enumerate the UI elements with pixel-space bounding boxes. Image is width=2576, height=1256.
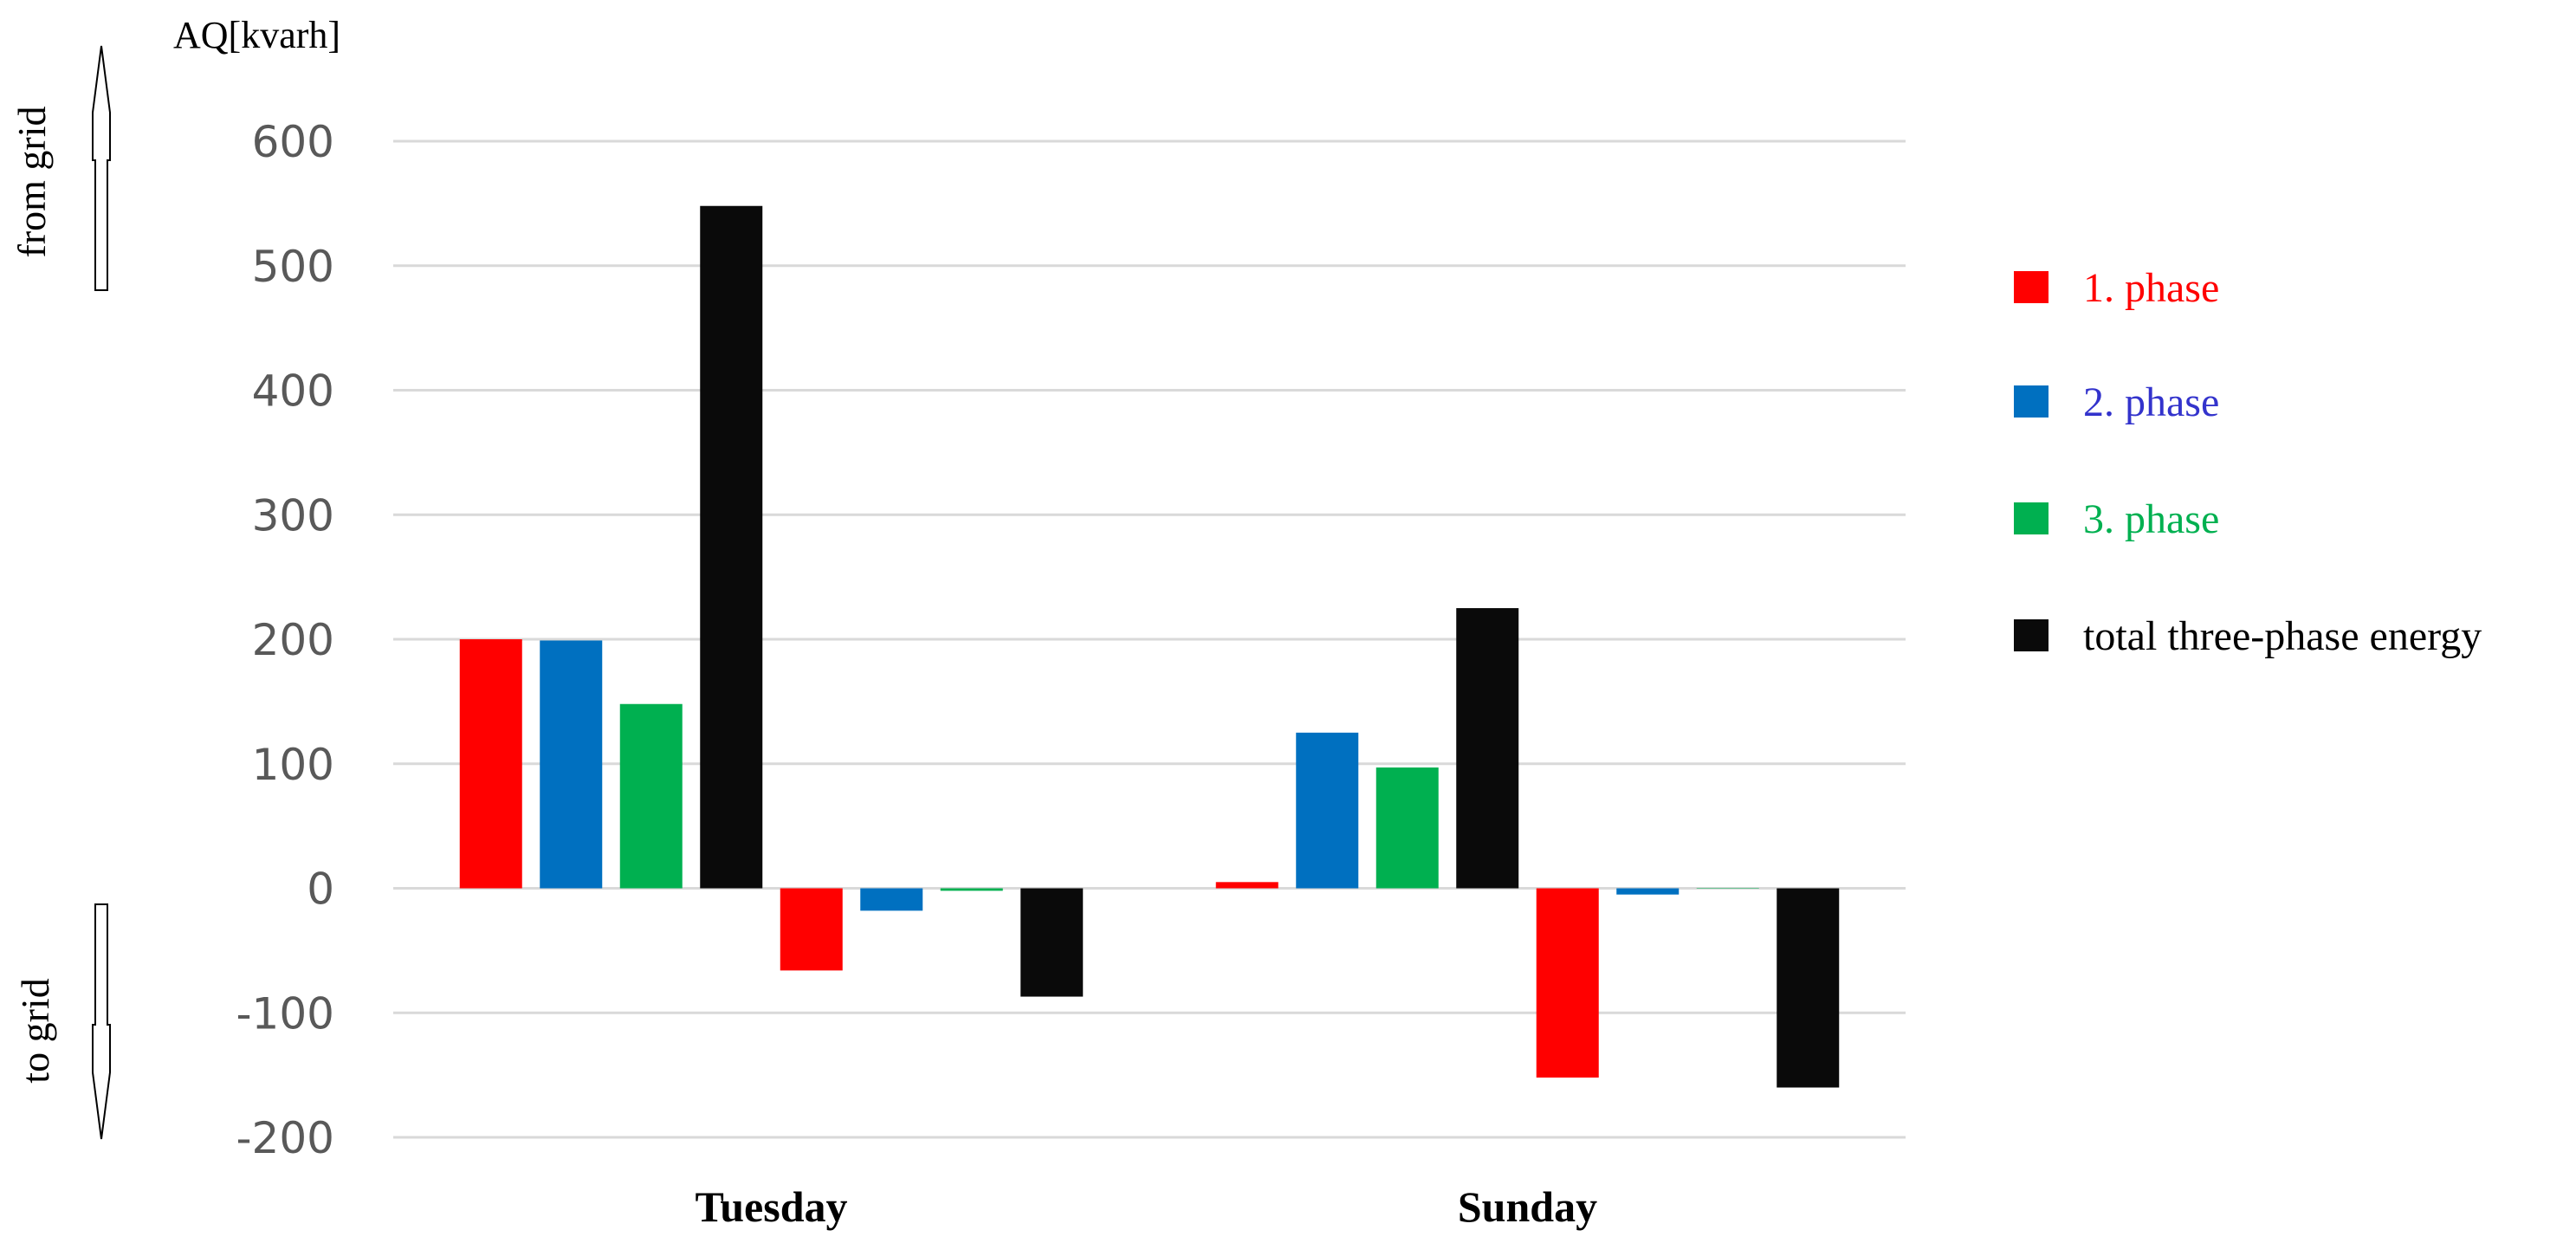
from-grid-label: from grid [10,106,54,257]
y-axis-label: AQ[kvarh] [173,14,340,56]
y-tick-label: -200 [236,1113,334,1163]
y-tick-label: -100 [236,988,334,1039]
legend-swatch [2014,271,2049,303]
bars [459,205,1840,1088]
y-tick-label: 500 [252,242,334,292]
legend-swatch [2014,502,2049,534]
y-tick-label: 300 [252,490,334,541]
y-tick-label: 100 [252,740,334,790]
bar-tuesday-2-phase-to-grid [860,888,923,911]
legend-label: 1. phase [2083,265,2219,311]
y-tick-label: 0 [307,864,334,915]
legend-swatch [2014,619,2049,651]
bar-tuesday-2-phase-from-grid [540,640,603,889]
from-grid-arrow-icon [92,45,111,291]
y-tick-label: 400 [252,366,334,417]
to-grid-arrow-icon [92,903,111,1140]
legend-label: 3. phase [2083,496,2219,542]
bar-sunday-3-phase-to-grid [1696,888,1759,889]
bar-tuesday-3-phase-from-grid [619,703,683,889]
bar-sunday-total-three-phase-energy-from-grid [1456,608,1519,889]
y-tick-label: 600 [252,117,334,167]
bar-tuesday-1-phase-to-grid [780,888,843,971]
bar-sunday-3-phase-from-grid [1375,767,1439,889]
gridlines [393,139,1906,1139]
x-category-label: Sunday [1458,1182,1597,1231]
legend-swatch [2014,385,2049,418]
y-tick-labels: 600 500 400 300 200 100 0 -100 -200 [236,117,334,1163]
legend-label: total three-phase energy [2083,613,2482,659]
to-grid-label: to grid [13,978,57,1083]
x-category-label: Tuesday [695,1182,847,1231]
bar-tuesday-total-three-phase-energy-to-grid [1020,888,1084,997]
bar-sunday-total-three-phase-energy-to-grid [1777,888,1840,1088]
bar-sunday-2-phase-to-grid [1616,888,1680,895]
bar-tuesday-3-phase-to-grid [940,888,1003,891]
y-tick-label: 200 [252,615,334,665]
bar-tuesday-total-three-phase-energy-from-grid [700,205,763,889]
bar-sunday-1-phase-to-grid [1536,888,1599,1078]
legend-label: 2. phase [2083,379,2219,425]
x-category-labels: Tuesday Sunday [695,1182,1597,1231]
bar-sunday-1-phase-from-grid [1215,882,1278,889]
bar-sunday-2-phase-from-grid [1296,732,1359,889]
bar-tuesday-1-phase-from-grid [459,639,522,889]
legend: 1. phase 2. phase 3. phase total three-phas… [2014,265,2482,659]
